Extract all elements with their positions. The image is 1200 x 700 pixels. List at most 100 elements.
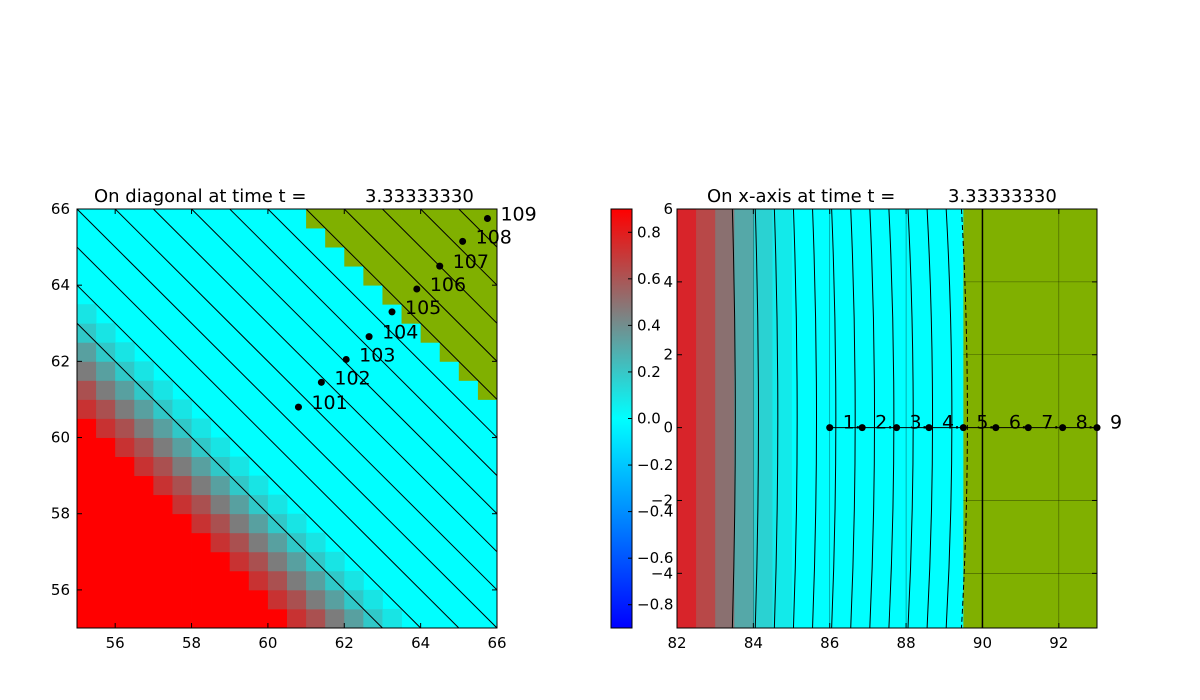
- left-y-tick-label: 58: [51, 505, 70, 523]
- left-heat-cell: [134, 456, 154, 477]
- left-heat-cell: [96, 399, 116, 419]
- right-point-marker: [826, 424, 834, 432]
- right-point-label: 9: [1110, 412, 1122, 434]
- left-heat-cell: [77, 513, 97, 534]
- right-point-label: 3: [910, 412, 922, 434]
- left-heat-cell: [115, 532, 135, 553]
- left-heat-cell: [134, 418, 154, 438]
- left-title-prefix: On diagonal at time t =: [94, 186, 306, 207]
- right-point-label: 6: [1009, 412, 1021, 434]
- right-contour-line: [888, 209, 895, 628]
- left-point-label: 102: [334, 367, 370, 389]
- right-point-label-dot: .: [887, 412, 893, 434]
- right-point-label: 5: [976, 412, 988, 434]
- left-x-tick-label: 58: [182, 634, 201, 652]
- left-point-label: 103: [359, 344, 395, 366]
- left-heat-cell: [229, 589, 250, 610]
- left-heat-cell: [96, 589, 116, 610]
- left-heat-cell: [420, 228, 441, 248]
- left-plot-area: [77, 209, 497, 628]
- colorbar-ticks: −0.8 −0.6 −0.4 −0.2 0.0 0.2 0.4 0.6 0.8: [628, 223, 673, 614]
- right-y-tick-label: −4: [651, 564, 673, 582]
- left-heat-cell: [439, 247, 460, 267]
- left-heat-cell: [77, 608, 97, 628]
- left-heat-cell: [267, 532, 288, 553]
- left-heat-cell: [172, 551, 192, 572]
- left-heat-cell: [96, 570, 116, 591]
- right-point-marker: [1024, 424, 1032, 432]
- right-point-label-dot: .: [855, 412, 861, 434]
- left-point-marker: [365, 333, 373, 341]
- left-point-marker: [436, 262, 444, 270]
- left-heat-cell: [96, 361, 116, 381]
- right-point-marker: [925, 424, 933, 432]
- right-y-tick-label: 6: [663, 200, 673, 218]
- left-heat-cell: [229, 513, 250, 534]
- left-heat-cell: [363, 247, 383, 267]
- right-point-marker: [858, 424, 866, 432]
- right-points: 1.2.3.4.5.6.7.8.9: [826, 412, 1122, 434]
- right-point-label: 1: [843, 412, 855, 434]
- left-heat-cell: [134, 361, 154, 381]
- left-heat-cell: [153, 380, 173, 400]
- left-heat-cell: [344, 570, 364, 591]
- left-x-tick-label: 66: [487, 634, 506, 652]
- left-heat-cell: [210, 532, 231, 553]
- colorbar-tick-label: 0.2: [637, 363, 661, 381]
- left-heat-cell: [172, 437, 192, 457]
- left-heat-cell: [115, 551, 135, 572]
- left-heat-cell: [382, 608, 402, 628]
- left-heat-cell: [191, 551, 212, 572]
- left-heat-cell: [134, 399, 154, 419]
- left-point-marker: [342, 355, 350, 363]
- left-heat-cell: [229, 570, 250, 591]
- left-heat-cell: [172, 456, 192, 477]
- left-heat-cell: [96, 437, 116, 457]
- left-point-marker: [388, 308, 396, 316]
- left-heat-cell: [153, 418, 173, 438]
- colorbar-tick-label: −0.2: [637, 456, 673, 474]
- right-y-tick-label: 0: [663, 419, 673, 437]
- left-point-marker: [483, 215, 491, 223]
- left-point-label: 109: [500, 204, 536, 226]
- left-contour-line: [458, 209, 497, 248]
- left-heat-cell: [96, 532, 116, 553]
- left-contour-line: [77, 322, 383, 628]
- left-point-label: 107: [453, 251, 489, 273]
- left-heat-cell: [191, 456, 212, 477]
- left-heat-cell: [77, 304, 97, 324]
- left-point-marker: [459, 237, 467, 245]
- left-title-value: 3.33333330: [365, 186, 474, 207]
- right-point-label: 4: [942, 412, 954, 434]
- left-heat-cell: [267, 589, 288, 610]
- right-y-tick-label: 2: [663, 346, 673, 364]
- colorbar: −0.8 −0.6 −0.4 −0.2 0.0 0.2 0.4 0.6 0.8: [610, 208, 673, 629]
- left-heat-cell: [210, 475, 231, 496]
- right-contour-line: [945, 209, 953, 628]
- right-x-tick-label: 92: [1049, 634, 1068, 652]
- right-point-label-dot: .: [954, 412, 960, 434]
- right-contour-line: [792, 209, 798, 628]
- left-point-marker: [317, 378, 325, 386]
- left-heat-cell: [96, 418, 116, 438]
- left-heat-cell: [96, 513, 116, 534]
- right-point-marker: [1059, 424, 1067, 432]
- right-y-tick-label: 4: [663, 273, 673, 291]
- left-heat-cell: [115, 589, 135, 610]
- left-contour-line: [267, 209, 497, 438]
- left-heat-cell: [477, 323, 497, 343]
- right-contour-line: [831, 209, 837, 628]
- left-heat-cell: [134, 437, 154, 457]
- left-heat-cell: [96, 323, 116, 343]
- left-heat-cell: [306, 570, 326, 591]
- right-heat-strip: [734, 209, 754, 628]
- right-point-marker: [893, 424, 901, 432]
- left-heat-cell: [172, 494, 192, 515]
- right-heat-strip: [772, 209, 792, 628]
- left-heat-cell: [477, 285, 497, 305]
- left-heat-cell: [134, 532, 154, 553]
- left-point-label: 106: [430, 274, 466, 296]
- left-heat-cell: [77, 380, 97, 400]
